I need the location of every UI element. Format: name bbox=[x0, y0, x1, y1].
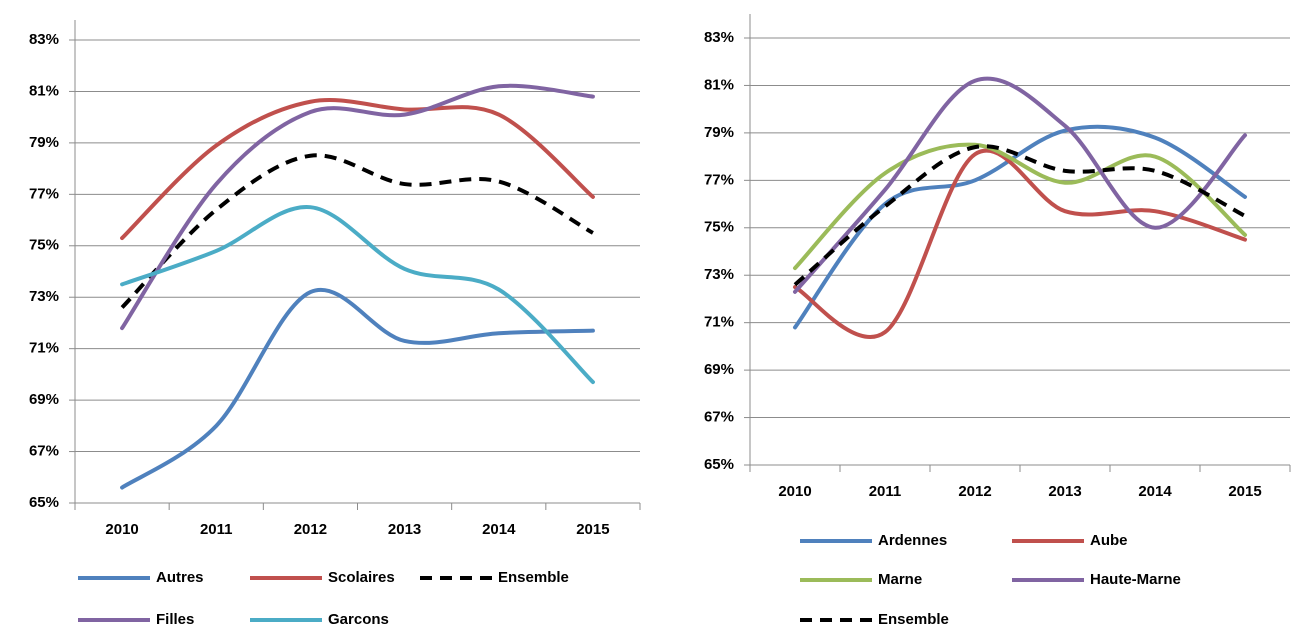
legend-label: Filles bbox=[156, 611, 194, 628]
y-tick-label: 67% bbox=[29, 443, 59, 460]
x-tick-label: 2010 bbox=[105, 521, 138, 538]
series-line bbox=[120, 287, 595, 490]
x-tick-label: 2012 bbox=[958, 483, 991, 500]
legend-label: Haute-Marne bbox=[1090, 571, 1181, 588]
y-tick-label: 75% bbox=[29, 237, 59, 254]
series-line bbox=[793, 76, 1247, 294]
y-tick-label: 69% bbox=[29, 391, 59, 408]
y-tick-label: 81% bbox=[704, 76, 734, 93]
series-line bbox=[120, 153, 594, 309]
x-tick-label: 2011 bbox=[869, 483, 902, 500]
legend-label: Ardennes bbox=[878, 532, 947, 549]
x-tick-label: 2012 bbox=[294, 521, 327, 538]
y-tick-label: 67% bbox=[704, 409, 734, 426]
legend-label: Marne bbox=[878, 571, 922, 588]
y-tick-label: 83% bbox=[704, 29, 734, 46]
series-line bbox=[793, 148, 1247, 340]
series-line bbox=[120, 83, 595, 331]
y-tick-label: 71% bbox=[29, 340, 59, 357]
y-tick-label: 83% bbox=[29, 31, 59, 48]
y-tick-label: 77% bbox=[704, 171, 734, 188]
y-tick-label: 65% bbox=[29, 494, 59, 511]
x-tick-label: 2010 bbox=[778, 483, 811, 500]
x-tick-label: 2013 bbox=[388, 521, 421, 538]
y-tick-label: 69% bbox=[704, 361, 734, 378]
y-tick-label: 73% bbox=[704, 266, 734, 283]
series-line bbox=[793, 144, 1246, 287]
y-tick-label: 65% bbox=[704, 456, 734, 473]
x-tick-label: 2014 bbox=[1138, 483, 1172, 500]
y-tick-label: 71% bbox=[704, 314, 734, 331]
legend-label: Scolaires bbox=[328, 569, 395, 586]
series-line bbox=[120, 205, 595, 385]
y-tick-label: 81% bbox=[29, 82, 59, 99]
legend-label: Autres bbox=[156, 569, 204, 586]
y-tick-label: 79% bbox=[704, 124, 734, 141]
x-tick-label: 2015 bbox=[576, 521, 609, 538]
series-line bbox=[793, 142, 1247, 271]
legend-label: Ensemble bbox=[498, 569, 569, 586]
y-tick-label: 75% bbox=[704, 219, 734, 236]
x-tick-label: 2014 bbox=[482, 521, 516, 538]
y-tick-label: 77% bbox=[29, 185, 59, 202]
legend-label: Aube bbox=[1090, 532, 1128, 549]
x-tick-label: 2011 bbox=[200, 521, 233, 538]
series-line bbox=[120, 98, 595, 241]
x-tick-label: 2013 bbox=[1048, 483, 1081, 500]
legend-label: Garcons bbox=[328, 611, 389, 628]
y-tick-label: 73% bbox=[29, 288, 59, 305]
legend-label: Ensemble bbox=[878, 611, 949, 628]
y-tick-label: 79% bbox=[29, 134, 59, 151]
x-tick-label: 2015 bbox=[1228, 483, 1261, 500]
